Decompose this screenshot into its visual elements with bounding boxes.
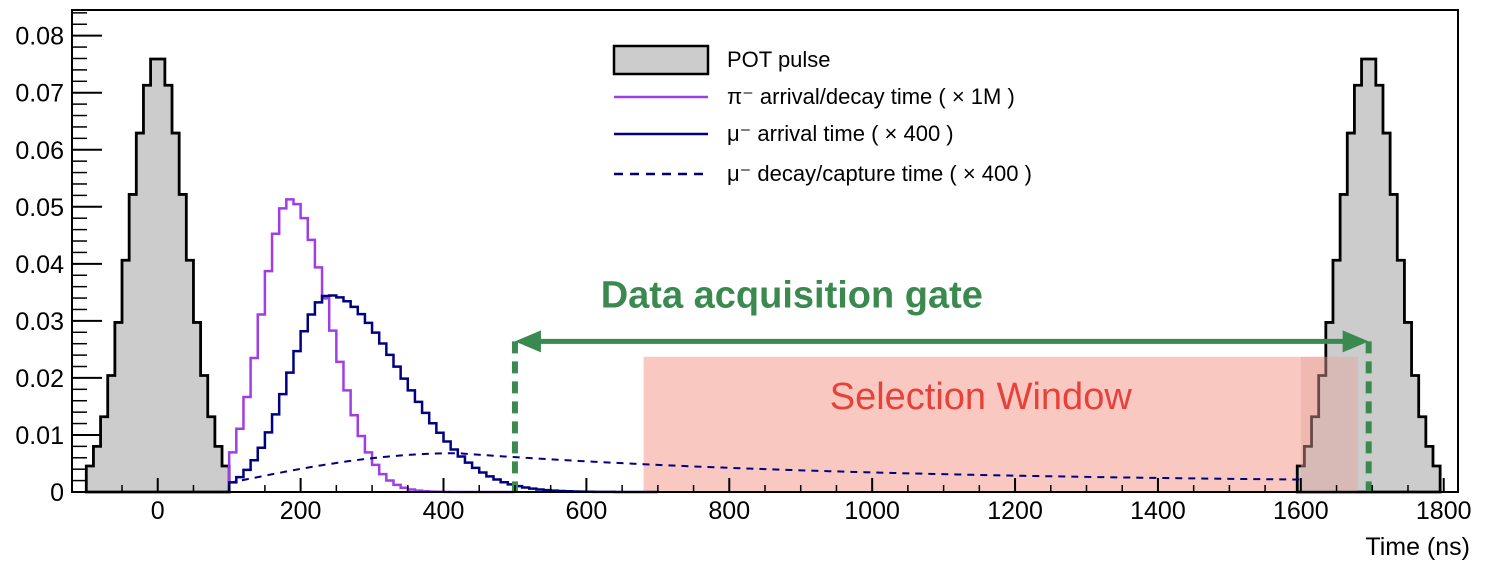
x-tick-label: 600 <box>566 497 608 525</box>
selection-window-overlay-rect <box>1300 356 1358 492</box>
x-tick-label: 400 <box>423 497 465 525</box>
x-tick-label: 200 <box>280 497 322 525</box>
x-tick-label: 0 <box>151 497 165 525</box>
x-tick-label: 1600 <box>1273 497 1329 525</box>
legend-swatch-pot <box>612 44 710 76</box>
y-tick-label: 0.05 <box>15 194 64 222</box>
muon-decay-line <box>228 452 1301 484</box>
x-tick-label: 1400 <box>1130 497 1186 525</box>
x-tick-label: 800 <box>708 497 750 525</box>
y-tick-label: 0.01 <box>15 422 64 450</box>
y-tick-label: 0.06 <box>15 137 64 165</box>
series-layer <box>84 57 1442 494</box>
legend-label-pion: π⁻ arrival/decay time ( × 1M ) <box>727 84 1015 109</box>
x-tick-label: 1800 <box>1416 497 1472 525</box>
gate-arrow-head-right <box>1342 330 1369 353</box>
y-tick-label: 0.02 <box>15 365 64 393</box>
y-tick-label: 0.04 <box>15 251 64 279</box>
axes: 0 200 400 600 800 1000 1200 1400 1600 1800 0 0.01 0.… <box>15 9 1472 525</box>
gate-arrow-head-left <box>514 330 541 353</box>
selection-window-overlay: Selection Window <box>830 356 1358 492</box>
legend-label-muon-arrival: μ⁻ arrival time ( × 400 ) <box>727 121 954 146</box>
gate-annotation: Data acquisition gate <box>511 274 1372 492</box>
y-tick-label: 0.03 <box>15 308 64 336</box>
x-tick-label: 1200 <box>987 497 1043 525</box>
gate-label: Data acquisition gate <box>601 274 983 316</box>
legend: POT pulse π⁻ arrival/decay time ( × 1M )… <box>612 44 1032 186</box>
y-tick-label: 0.08 <box>15 23 64 51</box>
x-axis-title: Time (ns) <box>1365 533 1470 561</box>
pot-pulse-2 <box>1295 57 1442 494</box>
legend-label-pot: POT pulse <box>727 47 831 72</box>
x-tick-label: 1000 <box>844 497 900 525</box>
y-tick-label: 0.07 <box>15 80 64 108</box>
legend-label-muon-decay: μ⁻ decay/capture time ( × 400 ) <box>727 161 1032 186</box>
y-tick-label: 0 <box>50 479 64 507</box>
selection-window-label: Selection Window <box>830 376 1133 418</box>
pot-pulse-1 <box>84 57 231 494</box>
